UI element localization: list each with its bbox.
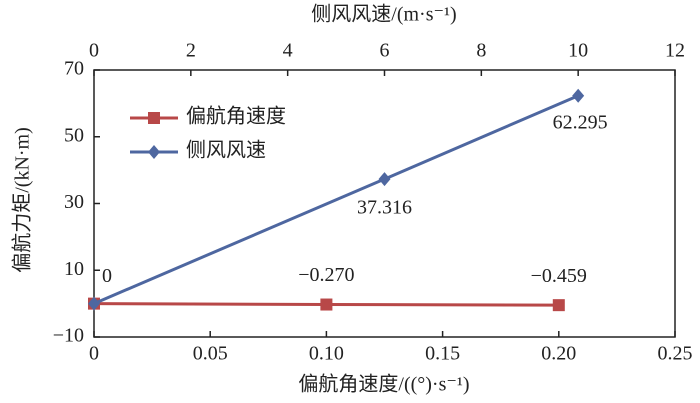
data-label: 0 xyxy=(102,265,112,287)
x2-tick-label: 8 xyxy=(476,40,486,62)
x-tick-label: 0 xyxy=(89,343,99,365)
legend-label: 侧风风速 xyxy=(186,139,266,162)
data-point xyxy=(572,88,585,103)
x-tick-label: 0.05 xyxy=(193,343,228,365)
x2-tick-label: 6 xyxy=(380,40,390,62)
data-label: 62.295 xyxy=(553,111,608,133)
x2-tick-label: 0 xyxy=(89,40,99,62)
legend-marker xyxy=(148,112,160,124)
x2-tick-label: 2 xyxy=(186,40,196,62)
data-label: −0.270 xyxy=(298,264,354,286)
x2-tick-label: 4 xyxy=(283,40,293,62)
data-point xyxy=(320,298,333,311)
data-label: −0.459 xyxy=(531,265,587,287)
x-tick-label: 0.10 xyxy=(309,343,344,365)
y-tick-label: 30 xyxy=(64,191,84,213)
data-point xyxy=(88,296,100,311)
x2-tick-label: 12 xyxy=(665,40,685,62)
x2-tick-label: 10 xyxy=(568,40,588,62)
legend-marker xyxy=(148,145,160,159)
data-label: 37.316 xyxy=(357,197,412,219)
x-tick-label: 0.15 xyxy=(425,343,460,365)
x-tick-label: 0.25 xyxy=(658,343,693,365)
data-point xyxy=(552,299,565,312)
y-tick-label: −10 xyxy=(53,325,84,347)
x2-axis-label: 侧风风速/(m·s⁻¹) xyxy=(311,3,456,26)
y-tick-label: 50 xyxy=(64,124,84,146)
y-axis-label: 偏航力矩/(kN·m) xyxy=(11,127,34,273)
x-tick-label: 0.20 xyxy=(541,343,576,365)
x-axis-label: 偏航角速度/((°)·s⁻¹) xyxy=(298,373,469,396)
legend-label: 偏航角速度 xyxy=(186,105,286,128)
y-tick-label: 70 xyxy=(64,58,84,80)
data-point xyxy=(378,172,391,187)
y-tick-label: 10 xyxy=(64,258,84,280)
